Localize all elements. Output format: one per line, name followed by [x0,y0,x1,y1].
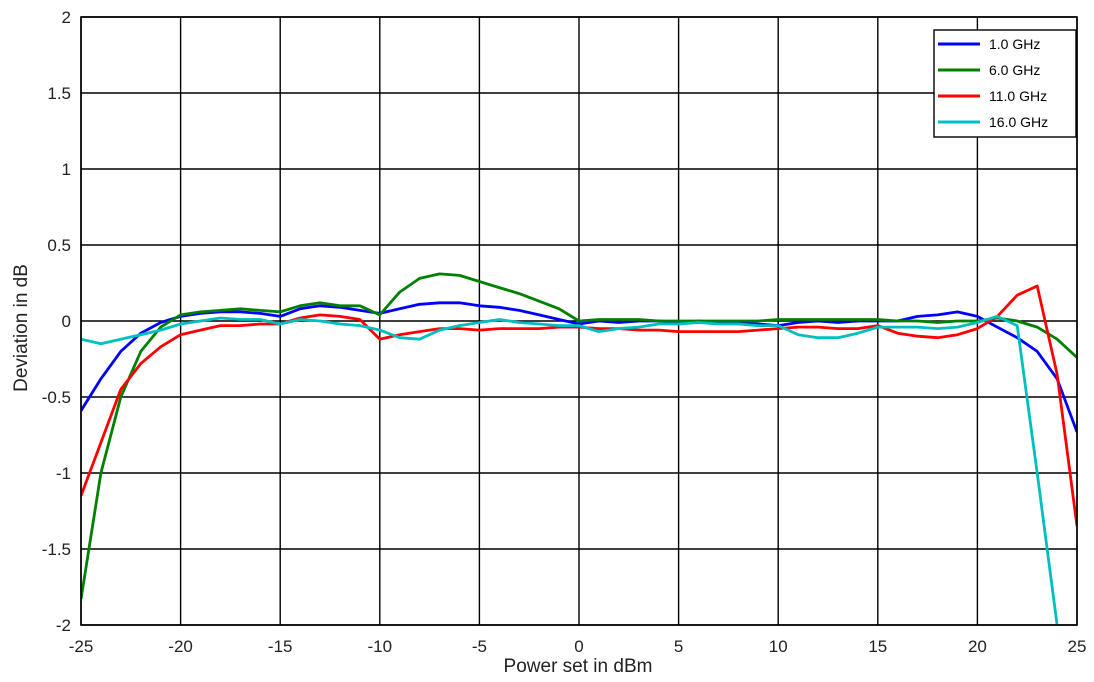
series-group [81,272,1077,625]
legend-box [933,29,1077,138]
legend-label: 1.0 GHz [989,36,1040,52]
series-line-1 [81,301,1077,433]
y-tick-label: 1 [62,160,71,179]
x-tick-label: -25 [69,637,94,656]
x-tick-label: -15 [268,637,293,656]
legend: 1.0 GHz 6.0 GHz 11.0 GHz 16.0 GHz [933,29,1077,138]
x-tick-label: -20 [168,637,193,656]
series-line-2 [81,272,1077,600]
legend-label: 11.0 GHz [989,88,1047,104]
y-tick-label: 0.5 [47,236,71,255]
x-tick-label: 20 [968,637,987,656]
tick-labels: -25 -20 -15 -10 -5 0 5 10 15 20 25 2 1.5 1 0.5 0 -0.5 -1 -… [42,8,1087,656]
y-tick-label: 2 [62,8,71,27]
y-tick-label: -0.5 [42,388,71,407]
x-axis-label: Power set in dBm [504,656,653,677]
series-line-4 [81,314,1059,625]
x-tick-label: 25 [1068,637,1087,656]
x-tick-label: -5 [472,637,487,656]
y-tick-label: 1.5 [47,84,71,103]
y-tick-label: -1 [56,464,71,483]
x-tick-label: 0 [574,637,583,656]
x-tick-label: 15 [868,637,887,656]
y-tick-label: -1.5 [42,540,71,559]
legend-label: 16.0 GHz [989,114,1048,130]
legend-label: 6.0 GHz [989,62,1040,78]
series-line-3 [81,284,1077,527]
y-tick-label: 0 [62,312,71,331]
y-tick-label: -2 [56,616,71,635]
x-tick-label: 5 [674,637,683,656]
x-tick-label: 10 [769,637,788,656]
y-axis-label: Deviation in dB [11,264,32,392]
plot-frame [80,16,1078,626]
x-tick-label: -10 [368,637,393,656]
